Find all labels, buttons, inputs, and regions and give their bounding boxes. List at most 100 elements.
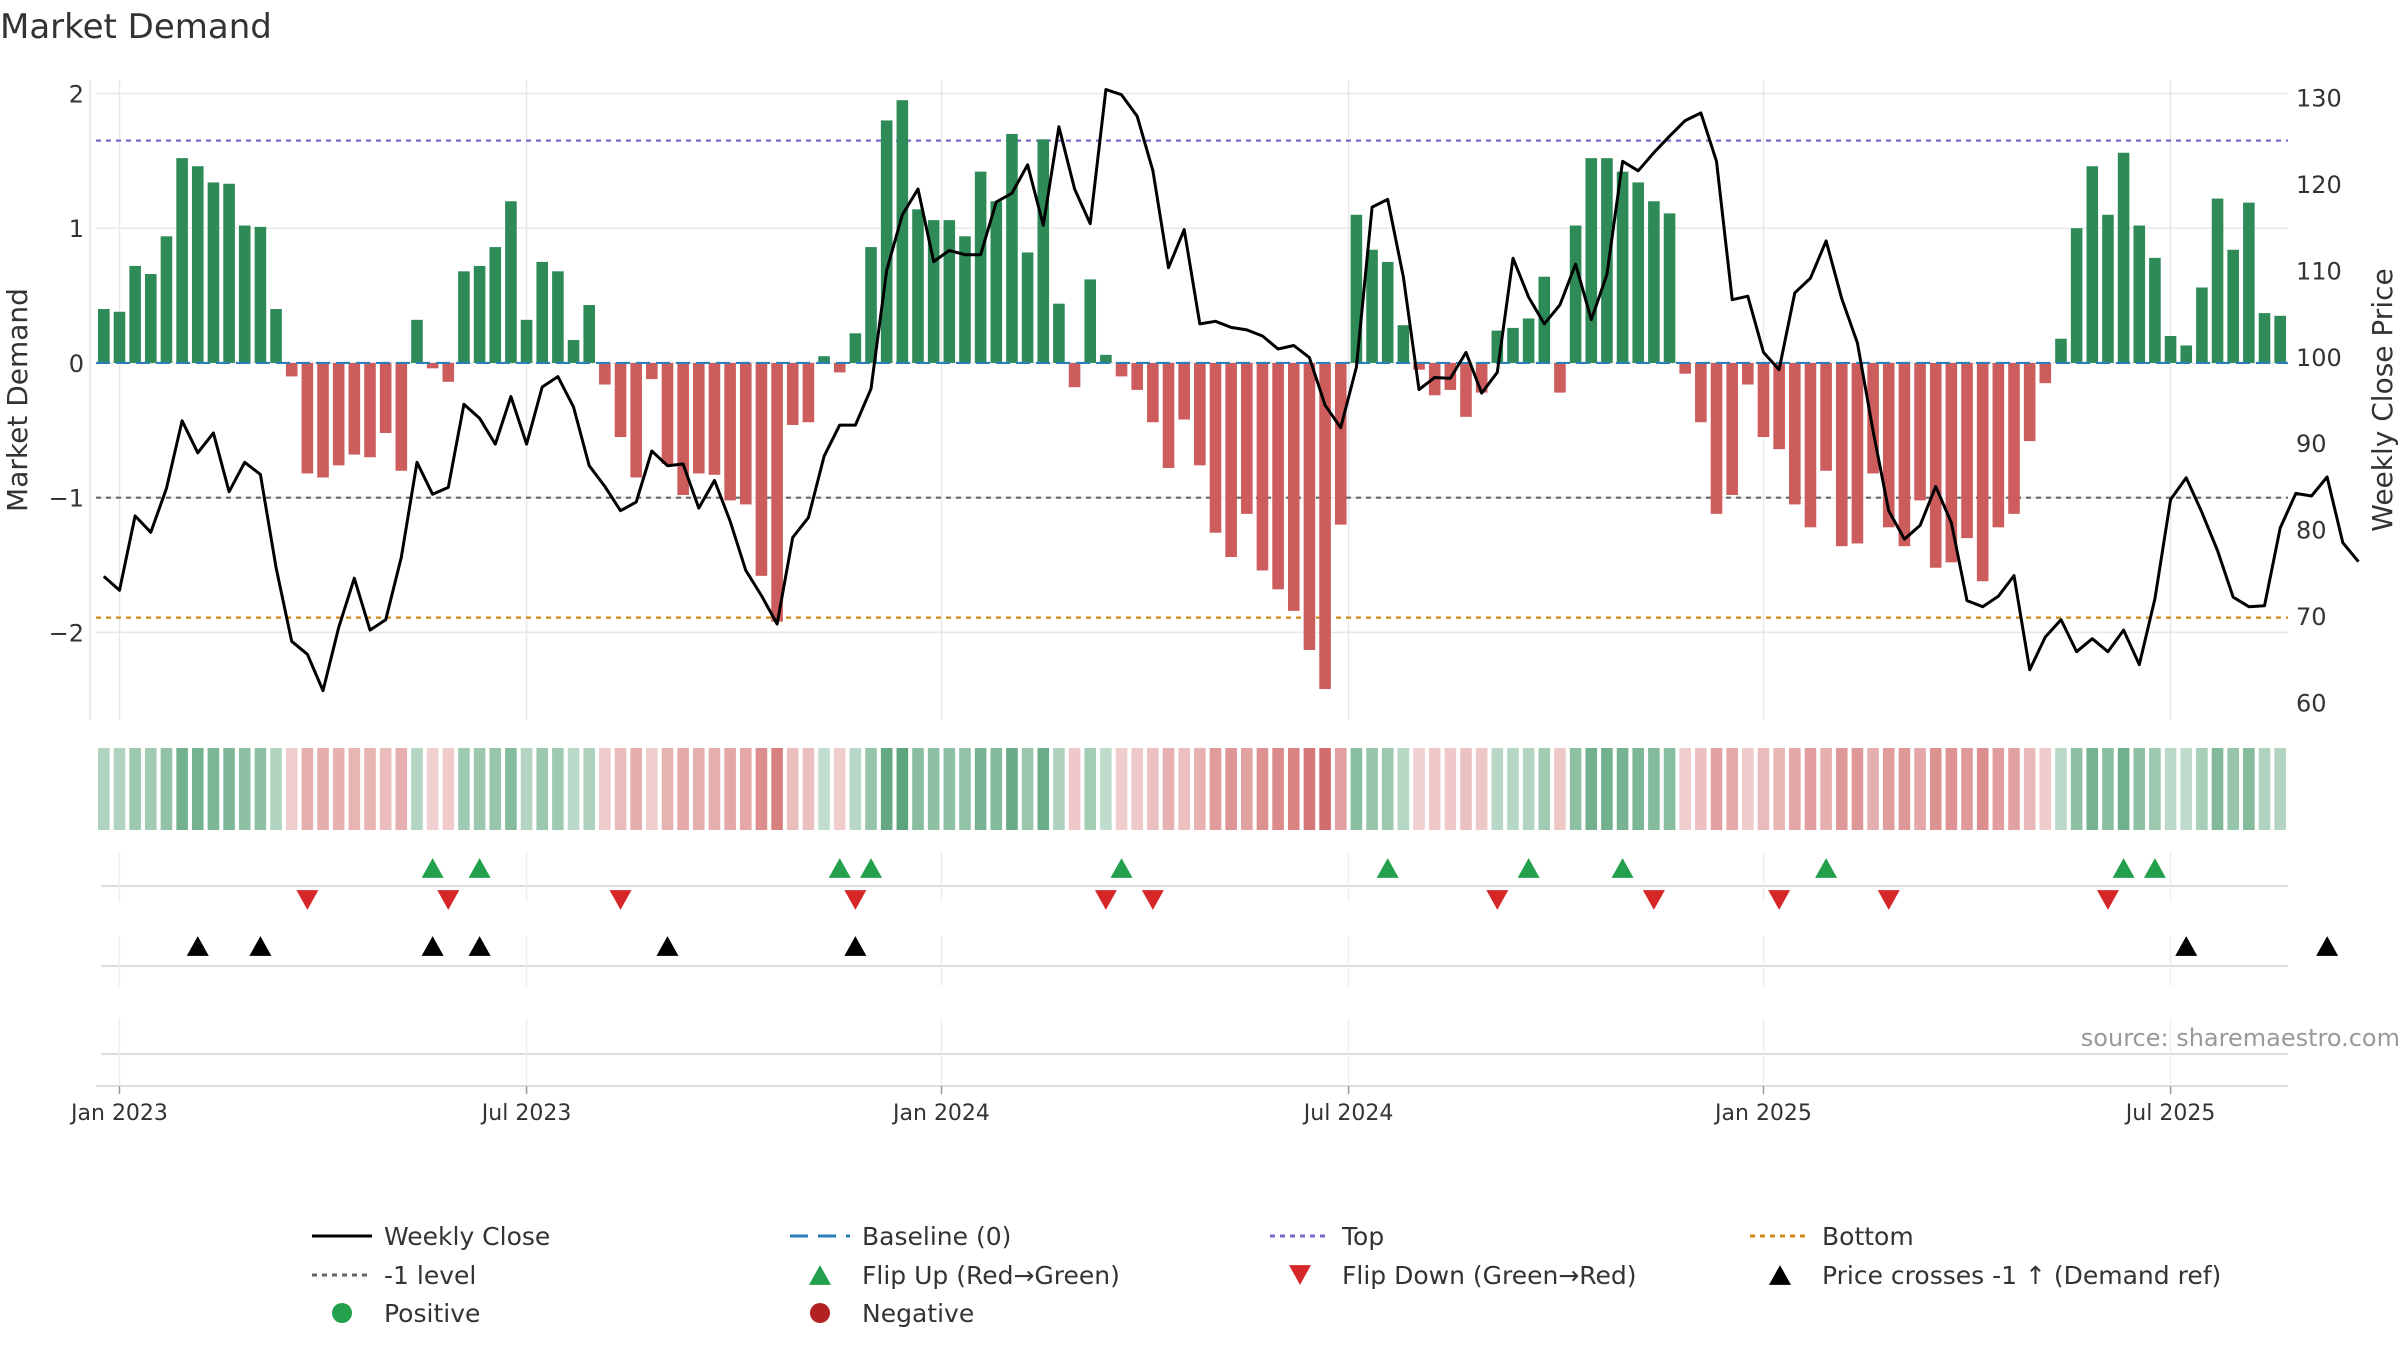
- heat-cell: [661, 748, 674, 830]
- heat-cell: [1538, 748, 1551, 830]
- heat-cell: [567, 748, 580, 830]
- negative-bar: [1131, 362, 1143, 390]
- positive-bar: [1366, 249, 1378, 363]
- negative-bar: [1726, 362, 1738, 495]
- heat-cell: [1068, 748, 1081, 830]
- legend-label: Baseline (0): [862, 1222, 1011, 1251]
- negative-bar: [395, 362, 408, 471]
- negative-bar: [1334, 362, 1347, 525]
- legend-label: -1 level: [384, 1261, 476, 1290]
- positive-bar: [1021, 252, 1034, 363]
- heat-cell: [677, 748, 689, 830]
- heat-cell: [927, 748, 940, 830]
- heat-cell: [223, 748, 235, 830]
- positive-bar: [1084, 279, 1097, 363]
- positive-bar: [2055, 338, 2067, 363]
- negative-bar: [1851, 362, 1864, 544]
- heat-cell: [2023, 748, 2036, 830]
- heat-cell: [2133, 748, 2146, 830]
- heat-cell: [2117, 748, 2130, 830]
- heat-cell: [1319, 748, 1331, 830]
- negative-bar: [317, 362, 329, 478]
- negative-bar: [1162, 362, 1175, 469]
- reference-lines: [96, 139, 2288, 619]
- negative-bar: [1820, 362, 1832, 471]
- heat-cell: [1381, 748, 1394, 830]
- negative-bar: [693, 362, 705, 474]
- x-tick-label: Jul 2023: [480, 1101, 572, 1126]
- heat-cell: [2102, 748, 2114, 830]
- positive-bar: [2070, 228, 2083, 363]
- positive-bar: [1663, 213, 1676, 363]
- negative-bar: [833, 362, 846, 373]
- heat-cell: [1757, 748, 1770, 830]
- negative-bar: [426, 362, 439, 369]
- heat-cell: [1209, 748, 1222, 830]
- heat-cell: [1037, 748, 1050, 830]
- negative-bar: [364, 362, 376, 458]
- heat-cell: [2227, 748, 2239, 830]
- demand-heat-strip: [98, 748, 2286, 830]
- negative-bar: [739, 362, 752, 505]
- heat-cell: [2164, 748, 2177, 830]
- heat-cell: [113, 748, 126, 830]
- heat-cell: [1585, 748, 1598, 830]
- heat-cell: [1601, 748, 1613, 830]
- heat-cell: [1397, 748, 1410, 830]
- negative-bar: [708, 362, 721, 475]
- negative-bar: [332, 362, 345, 466]
- heat-cell: [379, 748, 392, 830]
- heat-cell: [254, 748, 267, 830]
- flip-up-marker: [1815, 858, 1838, 878]
- flip-down-marker: [1642, 890, 1665, 910]
- negative-bar: [2023, 362, 2036, 442]
- positive-bar: [1601, 158, 1613, 363]
- positive-bar: [2211, 198, 2224, 363]
- heat-cell: [912, 748, 924, 830]
- heat-cell: [2086, 748, 2099, 830]
- heat-cell: [724, 748, 736, 830]
- positive-bar: [505, 201, 517, 363]
- positive-bar: [270, 309, 282, 363]
- positive-bar: [2164, 336, 2177, 363]
- heat-cell: [2196, 748, 2208, 830]
- y-tick-label: 2: [69, 80, 84, 108]
- positive-bar: [927, 220, 940, 363]
- heat-cell: [2180, 748, 2193, 830]
- negative-bar: [1178, 362, 1190, 420]
- flip-down-marker: [1877, 890, 1900, 910]
- price-cross-marker: [844, 936, 867, 956]
- positive-bar: [943, 220, 956, 363]
- heat-cell: [1867, 748, 1879, 830]
- legend-symbol: [332, 1303, 352, 1323]
- negative-bar: [1929, 362, 1942, 568]
- positive-bar: [2102, 214, 2114, 363]
- y-tick-label: −1: [49, 485, 84, 513]
- heat-cell: [1225, 748, 1237, 830]
- heat-cell: [301, 748, 314, 830]
- heat-cell: [974, 748, 987, 830]
- negative-bar: [661, 362, 674, 464]
- weekly-close-line: [102, 88, 2360, 693]
- heat-cell: [1976, 748, 1989, 830]
- x-tick-label: Jul 2024: [1302, 1101, 1394, 1126]
- heat-cell: [614, 748, 627, 830]
- positive-bar: [1350, 214, 1363, 363]
- price-cross-marker: [2175, 936, 2198, 956]
- positive-bar: [129, 265, 141, 363]
- heat-cell: [176, 748, 188, 830]
- positive-bar: [2117, 152, 2130, 363]
- heat-cell: [1804, 748, 1817, 830]
- positive-bar: [2227, 249, 2239, 363]
- x-tick-label: Jul 2025: [2124, 1101, 2216, 1126]
- positive-bar: [1585, 158, 1598, 363]
- heat-cell: [1006, 748, 1018, 830]
- negative-bar: [630, 362, 642, 478]
- positive-bar: [583, 305, 595, 363]
- negative-bar: [1272, 362, 1284, 590]
- negative-bar: [2008, 362, 2020, 514]
- x-tick-label: Jan 2025: [1713, 1101, 1812, 1126]
- heat-cell: [332, 748, 345, 830]
- positive-bar: [818, 356, 830, 363]
- heat-cell: [1992, 748, 2005, 830]
